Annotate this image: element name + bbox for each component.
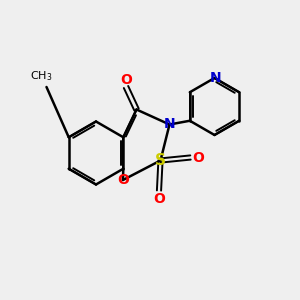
Text: N: N [164,118,175,131]
Text: O: O [117,173,129,187]
Text: CH$_3$: CH$_3$ [30,70,52,83]
Text: N: N [210,71,222,85]
Text: O: O [192,151,204,164]
Text: O: O [153,192,165,206]
Text: S: S [155,153,166,168]
Text: O: O [120,74,132,87]
